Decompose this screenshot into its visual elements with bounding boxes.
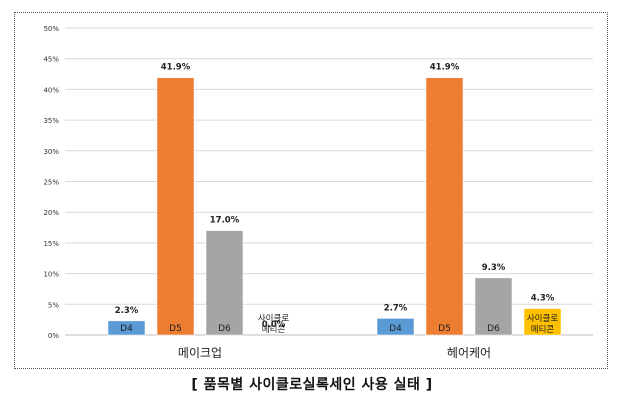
data-label: 41.9% bbox=[161, 63, 191, 73]
bar bbox=[523, 308, 562, 336]
chart-frame: 0% 5% 10% 15% 20% 25% 30% 35% 40% 45% 50% 2.3% D4 41.… bbox=[14, 12, 608, 369]
group-label: 메이크업 bbox=[178, 346, 222, 360]
bar-category-label: D6 bbox=[487, 324, 500, 334]
bar-category-label: D5 bbox=[438, 324, 451, 334]
y-tick-label: 40% bbox=[43, 86, 59, 94]
y-tick-label: 0% bbox=[48, 332, 59, 340]
y-tick-label: 15% bbox=[43, 240, 59, 248]
bar-category-label: D4 bbox=[120, 324, 133, 334]
bar bbox=[107, 320, 146, 336]
y-tick-label: 45% bbox=[43, 56, 59, 64]
bar-category-label: 사이클로 메티콘 bbox=[258, 313, 289, 335]
data-label: 2.3% bbox=[115, 306, 139, 316]
y-tick-label: 35% bbox=[43, 117, 59, 125]
data-label: 0.0% bbox=[262, 320, 286, 330]
bar-category-label: 사이클로 메티콘 bbox=[527, 313, 558, 335]
bar-category-label: D6 bbox=[218, 324, 231, 334]
group-label: 헤어케어 bbox=[447, 346, 491, 360]
data-label: 17.0% bbox=[210, 216, 240, 226]
bar bbox=[474, 277, 513, 336]
y-tick-label: 10% bbox=[43, 271, 59, 279]
y-tick-label: 20% bbox=[43, 209, 59, 217]
data-label: 41.9% bbox=[430, 63, 460, 73]
bar bbox=[425, 77, 464, 336]
data-label: 2.7% bbox=[384, 303, 408, 313]
bar bbox=[205, 230, 244, 336]
bar-chart: 0% 5% 10% 15% 20% 25% 30% 35% 40% 45% 50% 2.3% D4 41.… bbox=[43, 25, 593, 360]
bar bbox=[376, 318, 415, 336]
data-label: 4.3% bbox=[531, 294, 555, 304]
bar-category-label: D5 bbox=[169, 324, 182, 334]
figure-caption: [ 품목별 사이클로실록세인 사용 실태 ] bbox=[191, 377, 433, 393]
y-tick-label: 5% bbox=[48, 301, 59, 309]
bar bbox=[156, 77, 195, 336]
y-tick-label: 50% bbox=[43, 25, 59, 33]
y-tick-label: 30% bbox=[43, 148, 59, 156]
bar-category-label: D4 bbox=[389, 324, 402, 334]
y-tick-label: 25% bbox=[43, 179, 59, 187]
data-label: 9.3% bbox=[482, 263, 506, 273]
